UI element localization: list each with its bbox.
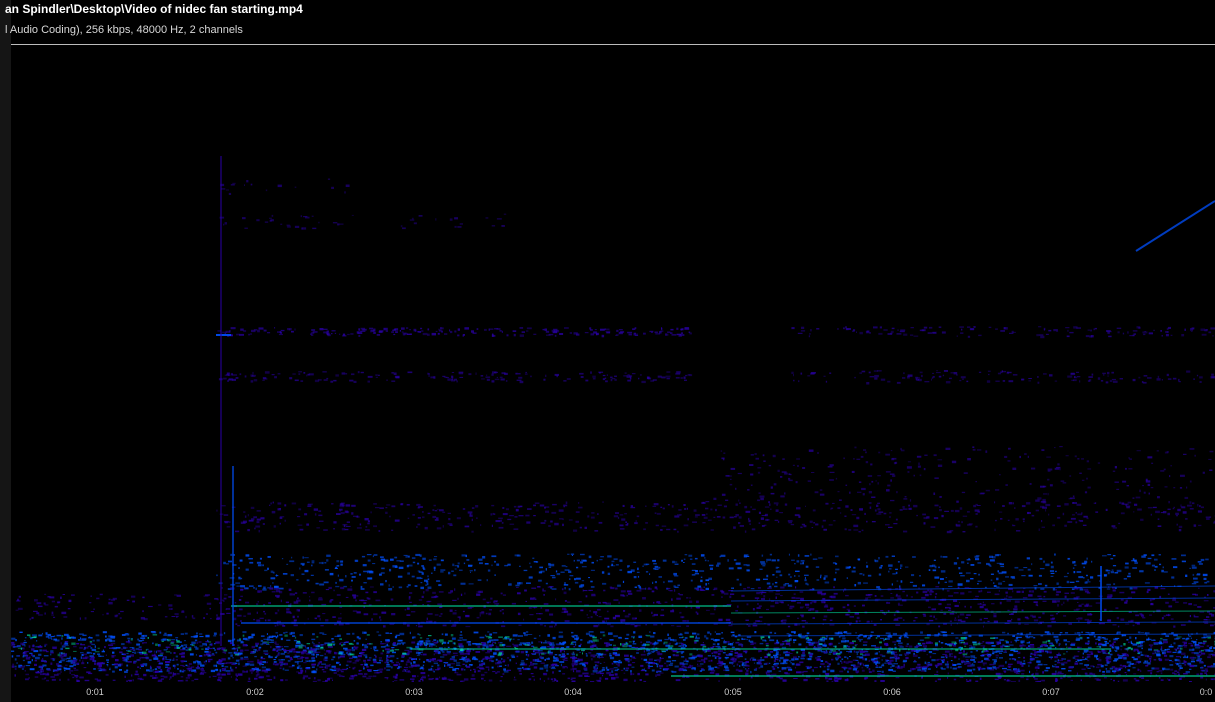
file-path-title: an Spindler\Desktop\Video of nidec fan s…	[5, 2, 303, 16]
spectral-band	[791, 370, 1215, 385]
time-tick-label: 0:06	[883, 687, 901, 697]
spectral-band	[217, 327, 692, 338]
spectral-band	[11, 641, 1215, 682]
spectral-band	[216, 586, 1215, 628]
harmonic-line	[730, 610, 1215, 614]
time-tick-label: 0:02	[246, 687, 264, 697]
time-tick-label: 0:07	[1042, 687, 1060, 697]
spectral-band	[11, 631, 1215, 674]
time-tick-label: 0:0	[1199, 687, 1213, 697]
time-tick-label: 0:03	[405, 687, 423, 697]
spectral-band	[220, 178, 350, 195]
spectral-band	[15, 593, 218, 621]
spectral-band	[216, 553, 1210, 591]
time-axis: 0:01 0:02 0:03 0:04 0:05 0:06 0:07 0:0	[0, 684, 1215, 702]
header-divider	[11, 44, 1215, 45]
harmonic-line	[1135, 200, 1215, 252]
spectral-band	[791, 326, 1215, 339]
left-border-strip	[0, 0, 11, 702]
spectral-band	[17, 634, 1215, 657]
spectral-band	[713, 446, 1214, 508]
harmonic-line	[730, 585, 1215, 592]
time-tick-label: 0:05	[724, 687, 742, 697]
harmonic-line	[730, 633, 1215, 637]
spectrogram-plot	[11, 156, 1215, 682]
harmonic-line	[730, 597, 1215, 602]
spectral-band	[216, 501, 1215, 534]
spectral-band	[218, 371, 693, 384]
harmonic-line	[730, 621, 1215, 625]
spectral-band	[219, 213, 507, 230]
time-tick-label: 0:01	[86, 687, 104, 697]
time-tick-label: 0:04	[564, 687, 582, 697]
stream-info-text: l Audio Coding), 256 kbps, 48000 Hz, 2 c…	[5, 24, 243, 36]
